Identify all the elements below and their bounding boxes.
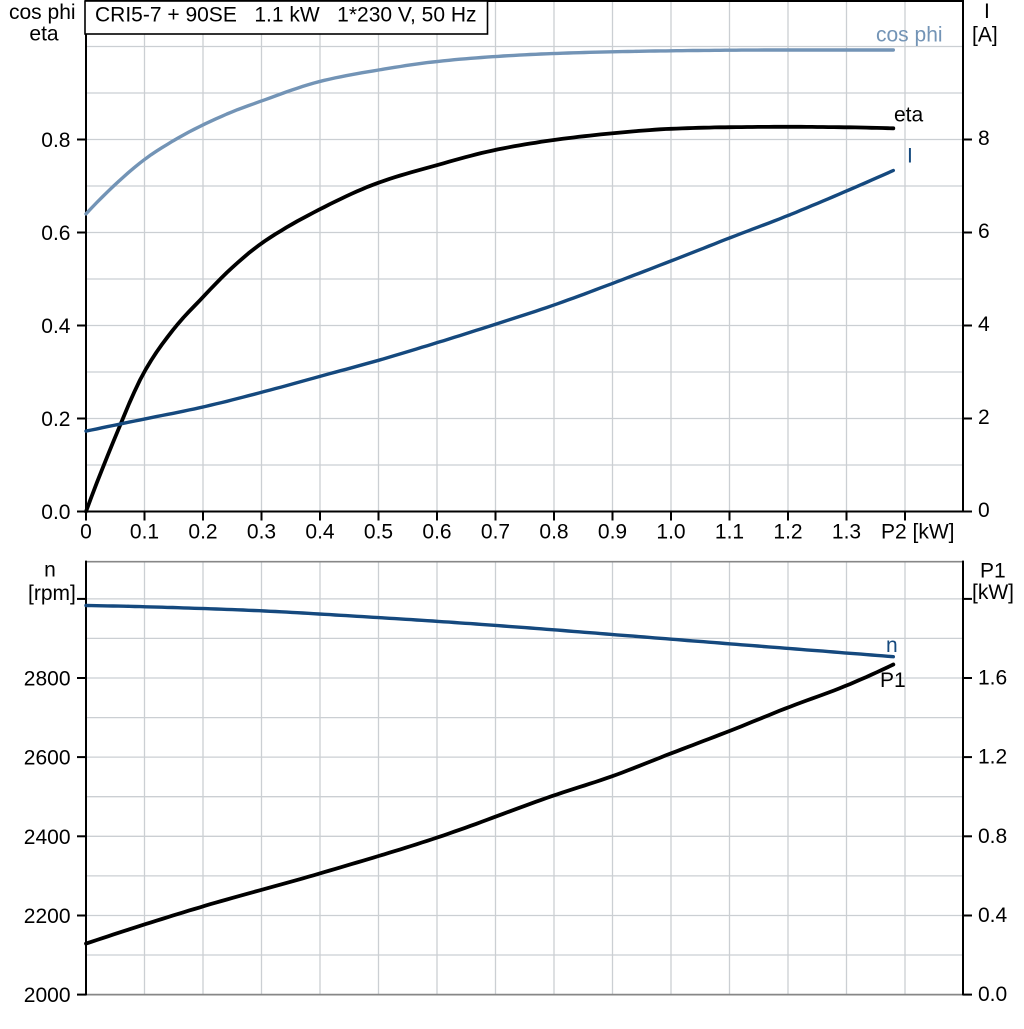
svg-text:0.7: 0.7 bbox=[481, 521, 510, 544]
svg-text:2400: 2400 bbox=[24, 826, 71, 849]
svg-text:1.2: 1.2 bbox=[978, 746, 1007, 769]
svg-text:0.5: 0.5 bbox=[364, 521, 393, 544]
svg-text:[A]: [A] bbox=[972, 24, 998, 47]
svg-text:2200: 2200 bbox=[24, 905, 71, 928]
svg-text:1.2: 1.2 bbox=[773, 521, 802, 544]
svg-text:n: n bbox=[44, 559, 56, 582]
svg-text:1.6: 1.6 bbox=[978, 667, 1007, 690]
svg-text:0.4: 0.4 bbox=[978, 904, 1008, 927]
svg-text:0.4: 0.4 bbox=[305, 521, 335, 544]
svg-text:0.1: 0.1 bbox=[130, 521, 159, 544]
svg-text:0.6: 0.6 bbox=[41, 222, 70, 245]
svg-text:I: I bbox=[984, 0, 990, 23]
svg-text:0.3: 0.3 bbox=[247, 521, 276, 544]
svg-text:0.2: 0.2 bbox=[41, 408, 70, 431]
svg-text:0.6: 0.6 bbox=[422, 521, 451, 544]
svg-text:P1: P1 bbox=[980, 560, 1006, 583]
svg-text:2: 2 bbox=[978, 406, 990, 429]
svg-text:n: n bbox=[886, 634, 898, 657]
svg-text:0.8: 0.8 bbox=[539, 521, 568, 544]
svg-text:0.0: 0.0 bbox=[41, 501, 70, 524]
svg-text:0.8: 0.8 bbox=[41, 129, 70, 152]
svg-text:cos phi: cos phi bbox=[9, 1, 76, 24]
svg-text:4: 4 bbox=[978, 313, 990, 336]
svg-text:[kW]: [kW] bbox=[972, 581, 1014, 604]
svg-text:eta: eta bbox=[894, 104, 924, 127]
svg-text:0.2: 0.2 bbox=[188, 521, 217, 544]
svg-text:6: 6 bbox=[978, 220, 990, 243]
svg-text:0.8: 0.8 bbox=[978, 825, 1007, 848]
svg-text:0: 0 bbox=[978, 499, 990, 522]
svg-text:I: I bbox=[907, 145, 913, 168]
svg-text:1.3: 1.3 bbox=[832, 521, 861, 544]
svg-text:0.4: 0.4 bbox=[41, 315, 71, 338]
svg-text:2000: 2000 bbox=[24, 984, 71, 1007]
svg-text:[rpm]: [rpm] bbox=[28, 582, 76, 605]
svg-text:8: 8 bbox=[978, 127, 990, 150]
svg-text:eta: eta bbox=[29, 23, 59, 46]
svg-text:0.0: 0.0 bbox=[978, 983, 1007, 1006]
svg-text:CRI5-7 + 90SE 1.1 kW 1*230: CRI5-7 + 90SE 1.1 kW 1*230 V, 50 Hz bbox=[95, 4, 477, 27]
svg-text:0.9: 0.9 bbox=[598, 521, 627, 544]
svg-text:cos phi: cos phi bbox=[876, 24, 943, 47]
svg-text:P2 [kW]: P2 [kW] bbox=[881, 521, 955, 544]
svg-text:1.0: 1.0 bbox=[656, 521, 685, 544]
svg-text:0: 0 bbox=[80, 521, 92, 544]
svg-text:2600: 2600 bbox=[24, 747, 71, 770]
svg-text:2800: 2800 bbox=[24, 668, 71, 691]
svg-text:1.1: 1.1 bbox=[715, 521, 744, 544]
svg-text:P1: P1 bbox=[880, 669, 906, 692]
